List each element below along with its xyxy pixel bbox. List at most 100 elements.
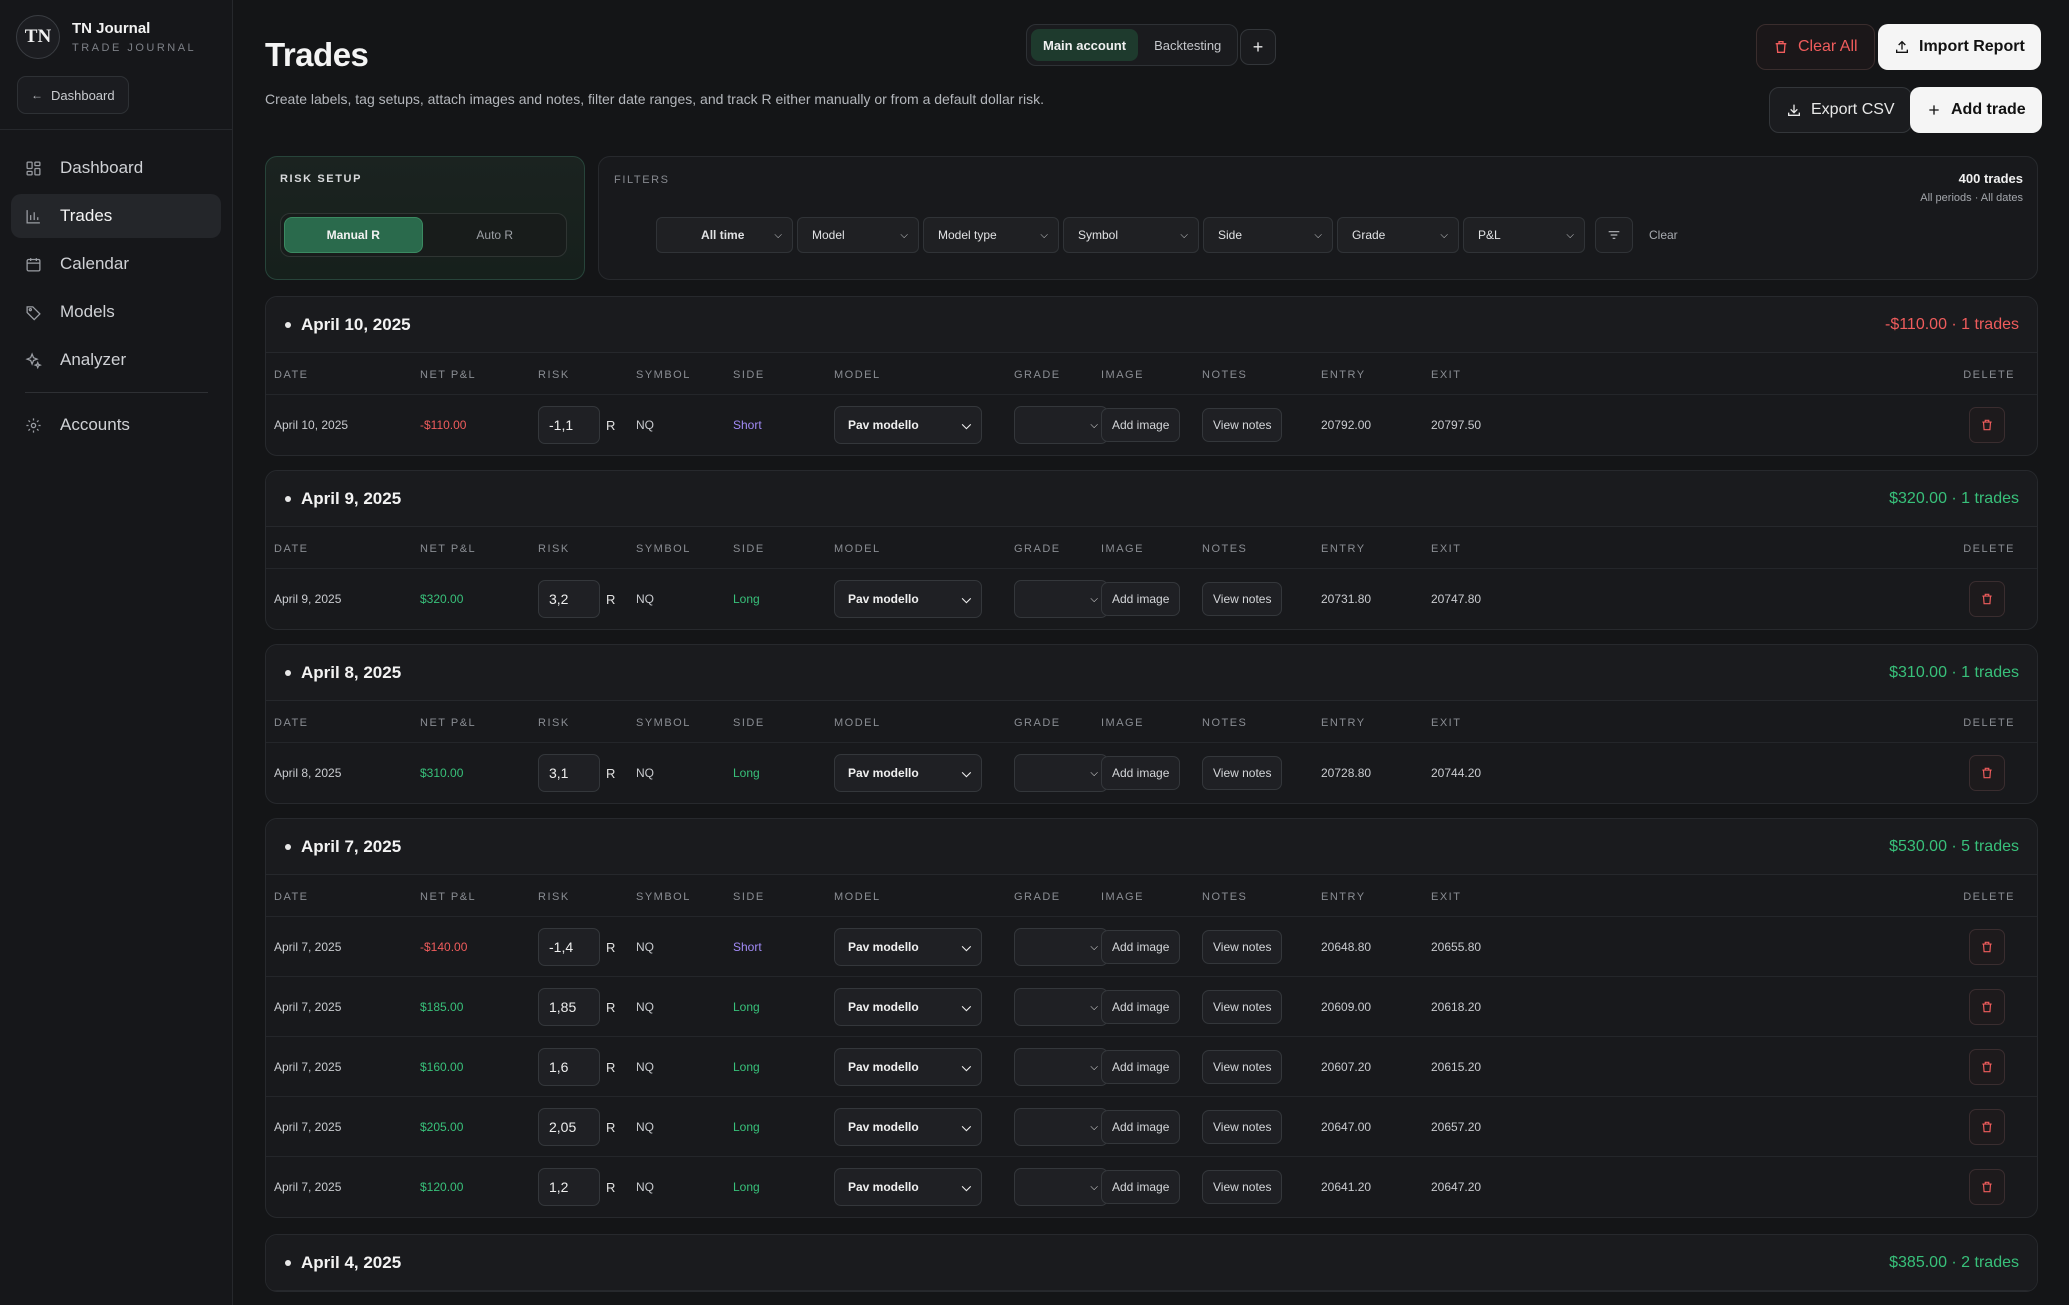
add-image-button[interactable]: Add image <box>1101 582 1181 616</box>
risk-input[interactable]: 3,2 <box>538 580 600 618</box>
view-notes-button[interactable]: View notes <box>1202 1050 1283 1084</box>
risk-unit: R <box>606 591 616 607</box>
model-select[interactable]: Pav modello ⌵ <box>834 1048 982 1086</box>
view-notes-button[interactable]: View notes <box>1202 408 1283 442</box>
tab-main-account[interactable]: Main account <box>1031 29 1139 61</box>
model-select[interactable]: Pav modello ⌵ <box>834 928 982 966</box>
view-notes-button[interactable]: View notes <box>1202 582 1283 616</box>
model-type-filter-select[interactable]: Model type ⌵ <box>923 217 1059 253</box>
clear-filters-button[interactable]: Clear <box>1649 228 1678 242</box>
table-cell: $205.00 <box>420 1097 463 1157</box>
view-notes-button[interactable]: View notes <box>1202 1110 1283 1144</box>
sidebar-item-analyzer[interactable]: Analyzer <box>11 338 221 382</box>
sidebar-item-models[interactable]: Models <box>11 290 221 334</box>
delete-trade-button[interactable] <box>1969 581 2005 617</box>
risk-cell: -1,1 R <box>538 406 615 444</box>
model-select[interactable]: Pav modello ⌵ <box>834 580 982 618</box>
pnl-filter-select[interactable]: P&L ⌵ <box>1463 217 1585 253</box>
add-trade-button[interactable]: Add trade <box>1910 87 2042 133</box>
grade-select[interactable]: ⌵ <box>1014 406 1108 444</box>
column-header-entry: ENTRY <box>1321 891 1366 903</box>
risk-input[interactable]: 1,85 <box>538 988 600 1026</box>
model-select[interactable]: Pav modello ⌵ <box>834 1108 982 1146</box>
view-notes-button[interactable]: View notes <box>1202 1170 1283 1204</box>
delete-trade-button[interactable] <box>1969 1049 2005 1085</box>
import-report-button[interactable]: Import Report <box>1878 24 2041 70</box>
model-select[interactable]: Pav modello ⌵ <box>834 406 982 444</box>
table-cell: 20747.80 <box>1431 569 1481 629</box>
add-image-button[interactable]: Add image <box>1101 1050 1181 1084</box>
view-notes-button[interactable]: View notes <box>1202 930 1283 964</box>
sidebar-item-dashboard[interactable]: Dashboard <box>11 146 221 190</box>
auto-r-option[interactable]: Auto R <box>476 228 514 242</box>
day-group: April 7, 2025 $530.00 · 5 trades DATE NET P… <box>265 818 2038 1218</box>
advanced-filter-button[interactable] <box>1595 217 1633 253</box>
risk-input[interactable]: -1,1 <box>538 406 600 444</box>
risk-input[interactable]: -1,4 <box>538 928 600 966</box>
table-cell: 1,85 R <box>538 977 615 1037</box>
symbol-filter-select[interactable]: Symbol ⌵ <box>1063 217 1199 253</box>
add-image-button[interactable]: Add image <box>1101 408 1181 442</box>
delete-trade-button[interactable] <box>1969 755 2005 791</box>
column-header-side: SIDE <box>733 543 765 555</box>
delete-trade-button[interactable] <box>1969 1169 2005 1205</box>
add-account-button[interactable]: + <box>1240 29 1276 65</box>
risk-input[interactable]: 1,2 <box>538 1168 600 1206</box>
table-cell: ⌵ <box>1014 743 1108 803</box>
add-image-button[interactable]: Add image <box>1101 990 1181 1024</box>
sidebar-item-trades[interactable]: Trades <box>11 194 221 238</box>
back-to-dashboard-button[interactable]: ← Dashboard <box>17 76 129 114</box>
grade-select[interactable]: ⌵ <box>1014 754 1108 792</box>
model-select[interactable]: Pav modello ⌵ <box>834 988 982 1026</box>
column-header-notes: NOTES <box>1202 891 1248 903</box>
chevron-down-icon: ⌵ <box>900 229 908 241</box>
grade-select[interactable]: ⌵ <box>1014 1108 1108 1146</box>
view-notes-button[interactable]: View notes <box>1202 756 1283 790</box>
table-cell: 20647.20 <box>1431 1157 1481 1217</box>
grade-select[interactable]: ⌵ <box>1014 1048 1108 1086</box>
add-image-button[interactable]: Add image <box>1101 930 1181 964</box>
add-image-button[interactable]: Add image <box>1101 756 1181 790</box>
gear-icon <box>26 417 41 433</box>
delete-trade-button[interactable] <box>1969 929 2005 965</box>
delete-trade-button[interactable] <box>1969 989 2005 1025</box>
day-summary: $530.00 · 5 trades <box>1889 837 2019 855</box>
grade-select[interactable]: ⌵ <box>1014 988 1108 1026</box>
day-title: April 4, 2025 <box>285 1253 401 1273</box>
side-filter-select[interactable]: Side ⌵ <box>1203 217 1333 253</box>
table-cell: April 7, 2025 <box>274 977 341 1037</box>
date-range-select[interactable]: All time ⌵ <box>656 217 793 253</box>
grade-select[interactable]: ⌵ <box>1014 1168 1108 1206</box>
back-button-label: Dashboard <box>51 87 115 103</box>
risk-input[interactable]: 2,05 <box>538 1108 600 1146</box>
trade-entry: 20648.80 <box>1321 940 1372 954</box>
grade-filter-select[interactable]: Grade ⌵ <box>1337 217 1459 253</box>
tab-backtesting[interactable]: Backtesting <box>1154 37 1222 53</box>
model-select-value: Pav modello <box>848 418 919 432</box>
column-header-side: SIDE <box>733 717 765 729</box>
clear-all-button[interactable]: Clear All <box>1756 24 1875 70</box>
add-image-button[interactable]: Add image <box>1101 1110 1181 1144</box>
add-image-button[interactable]: Add image <box>1101 1170 1181 1204</box>
trash-icon <box>1982 767 1992 779</box>
risk-input[interactable]: 3,1 <box>538 754 600 792</box>
grade-select[interactable]: ⌵ <box>1014 928 1108 966</box>
export-csv-button[interactable]: Export CSV <box>1769 87 1912 133</box>
manual-r-option[interactable]: Manual R <box>284 217 423 253</box>
delete-trade-button[interactable] <box>1969 1109 2005 1145</box>
column-header-net-p-l: NET P&L <box>420 717 477 729</box>
column-header-delete: DELETE <box>1963 891 2015 903</box>
table-cell: -$140.00 <box>420 917 467 977</box>
table-cell: 20647.00 <box>1321 1097 1371 1157</box>
view-notes-button[interactable]: View notes <box>1202 990 1283 1024</box>
model-filter-select[interactable]: Model ⌵ <box>797 217 919 253</box>
model-select[interactable]: Pav modello ⌵ <box>834 754 982 792</box>
sidebar-item-calendar[interactable]: Calendar <box>11 242 221 286</box>
model-select[interactable]: Pav modello ⌵ <box>834 1168 982 1206</box>
delete-trade-button[interactable] <box>1969 407 2005 443</box>
table-cell: View notes <box>1202 1157 1283 1217</box>
filter-icon <box>1608 231 1620 239</box>
sidebar-item-accounts[interactable]: Accounts <box>11 403 221 447</box>
risk-input[interactable]: 1,6 <box>538 1048 600 1086</box>
grade-select[interactable]: ⌵ <box>1014 580 1108 618</box>
